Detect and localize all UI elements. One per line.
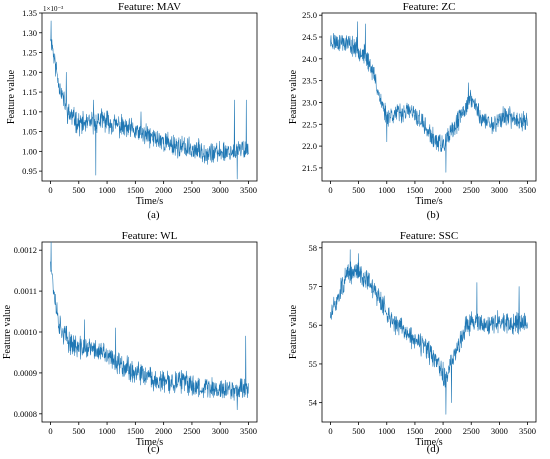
y-tick-label: 55 [309,359,318,369]
x-tick-label: 0 [328,426,332,436]
panel-ssc: Feature: SSC Time/s Feature value (d) 0 5… [288,230,537,455]
panel-mav: Feature: MAV Time/s Feature value 1×10⁻³… [6,1,258,221]
panel-caption: (d) [427,443,440,455]
x-tick-label: 3500 [519,185,536,195]
x-tick-label: 2500 [183,185,200,195]
y-tick-label: 22.0 [302,141,317,151]
panel-title: Feature: SSC [400,230,458,242]
y-tick-label: 1.00 [22,146,37,156]
x-tick-label: 1500 [406,185,423,195]
y-tick-label: 0.0012 [14,245,37,255]
x-axis-label: Time/s [136,437,164,448]
y-axis-label: Feature value [288,69,299,124]
x-tick-label: 3500 [240,185,257,195]
plot-frame [321,12,537,182]
y-tick-label: 23.5 [302,76,317,86]
y-tick-label: 0.0009 [14,368,37,378]
y-tick-label: 1.10 [22,107,37,117]
y-tick-label: 1.20 [22,67,37,77]
y-tick-label: 54 [309,398,318,408]
x-tick-label: 1500 [127,185,144,195]
y-tick-label: 0.95 [22,166,37,176]
y-tick-label: 0.0008 [14,409,37,419]
x-tick-label: 3500 [519,426,536,436]
x-tick-label: 0 [328,185,332,195]
plot-frame [321,241,537,423]
y-tick-label: 24.0 [302,54,317,64]
y-tick-label: 58 [309,243,318,253]
y-tick-label: 1.05 [22,127,37,137]
y-tick-label: 1.30 [22,28,37,38]
series-line [330,21,528,173]
y-axis-label: Feature value [6,69,17,124]
x-tick-label: 0 [48,426,52,436]
x-tick-label: 2000 [435,185,452,195]
panel-title: Feature: MAV [118,1,181,13]
x-tick-label: 1000 [99,426,116,436]
panel-caption: (b) [427,209,440,221]
y-tick-label: 0.0010 [14,327,37,337]
plot-frame [41,12,258,182]
x-tick-label: 2000 [155,185,172,195]
x-tick-label: 2500 [463,426,480,436]
y-tick-label: 0.0011 [14,286,37,296]
y-tick-label: 1.15 [22,87,37,97]
series-line [50,20,249,180]
y-tick-label: 56 [309,320,318,330]
x-tick-label: 2500 [463,185,480,195]
panel-title: Feature: WL [122,230,178,242]
panel-title: Feature: ZC [403,1,456,13]
y-tick-label: 25.0 [302,10,317,20]
y-tick-label: 22.5 [302,119,317,129]
x-tick-label: 3000 [491,185,508,195]
y-tick-label: 23.0 [302,97,317,107]
series-line [50,241,249,410]
x-tick-label: 1000 [378,185,395,195]
panel-zc: Feature: ZC Time/s Feature value (b) 0 50… [288,1,537,221]
x-tick-label: 0 [48,185,52,195]
y-axis-label: Feature value [2,304,13,359]
y-offset-text: 1×10⁻³ [43,5,63,13]
x-tick-label: 3000 [491,426,508,436]
x-tick-label: 500 [72,185,85,195]
x-axis-label: Time/s [415,196,443,207]
x-tick-label: 1000 [378,426,395,436]
x-tick-label: 3000 [212,426,229,436]
x-tick-label: 500 [352,185,365,195]
panel-caption: (c) [147,443,160,455]
y-tick-label: 21.5 [302,163,317,173]
x-tick-label: 1500 [127,426,144,436]
panel-wl: Feature: WL Time/s Feature value (c) 0 50… [2,230,258,455]
x-tick-label: 1500 [406,426,423,436]
x-tick-label: 3500 [240,426,257,436]
x-axis-label: Time/s [415,437,443,448]
y-axis-label: Feature value [288,304,299,359]
x-tick-label: 500 [72,426,85,436]
panel-caption: (a) [147,209,160,221]
x-tick-label: 500 [352,426,365,436]
y-tick-label: 57 [309,282,318,292]
x-tick-label: 3000 [212,185,229,195]
x-tick-label: 2500 [183,426,200,436]
series-line [330,249,528,415]
y-tick-label: 1.25 [22,48,37,58]
x-tick-label: 2000 [155,426,172,436]
x-axis-label: Time/s [136,196,164,207]
y-tick-label: 1.35 [22,8,37,18]
y-tick-label: 24.5 [302,32,317,42]
x-tick-label: 1000 [99,185,116,195]
x-tick-label: 2000 [435,426,452,436]
